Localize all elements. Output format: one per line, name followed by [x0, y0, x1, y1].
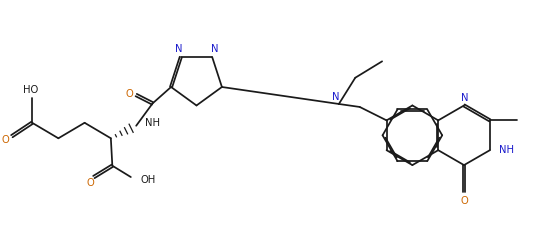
Text: O: O: [87, 178, 95, 188]
Text: NH: NH: [499, 145, 514, 155]
Text: HO: HO: [24, 84, 38, 94]
Text: O: O: [460, 196, 468, 206]
Text: O: O: [125, 89, 133, 99]
Text: N: N: [175, 44, 183, 54]
Text: NH: NH: [145, 118, 161, 128]
Text: O: O: [2, 135, 9, 145]
Text: N: N: [332, 92, 339, 102]
Text: N: N: [211, 44, 218, 54]
Text: OH: OH: [140, 174, 155, 184]
Text: N: N: [461, 93, 468, 103]
